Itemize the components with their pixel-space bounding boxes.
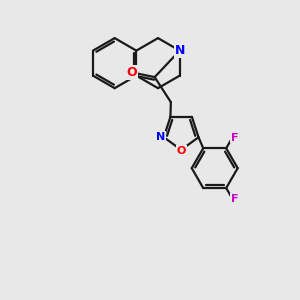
Text: N: N xyxy=(156,132,165,142)
Text: F: F xyxy=(231,133,238,142)
Text: N: N xyxy=(175,44,185,57)
Text: O: O xyxy=(127,66,137,79)
Text: O: O xyxy=(176,146,186,156)
Text: F: F xyxy=(231,194,238,204)
